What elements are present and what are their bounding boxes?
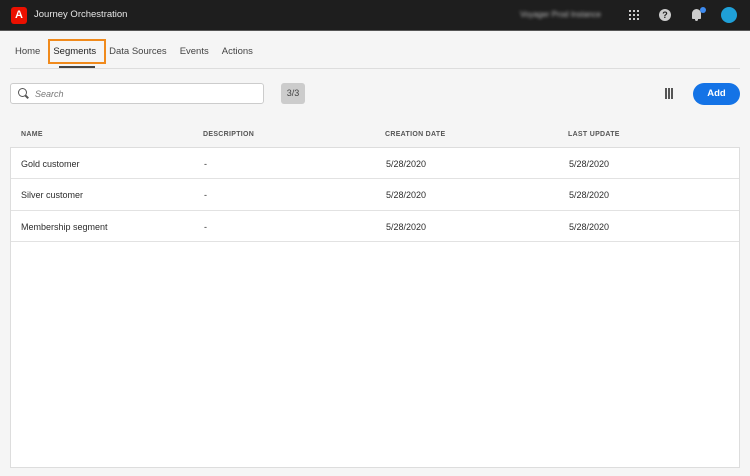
cell-last-update: 5/28/2020	[569, 190, 610, 200]
help-icon[interactable]: ?	[659, 9, 671, 21]
cell-description: -	[204, 159, 207, 169]
table-row[interactable]: Membership segment - 5/28/2020 5/28/2020	[11, 211, 739, 242]
cell-creation-date: 5/28/2020	[386, 190, 427, 200]
apps-grid-icon[interactable]	[629, 10, 639, 20]
notification-dot	[700, 7, 706, 13]
cell-name: Gold customer	[21, 159, 80, 169]
table-row[interactable]: Silver customer - 5/28/2020 5/28/2020	[11, 179, 739, 211]
top-bar: A Journey Orchestration Voyager Prod Ins…	[0, 0, 750, 31]
tab-data-sources[interactable]: Data Sources	[109, 46, 167, 57]
divider	[10, 68, 740, 69]
tab-home[interactable]: Home	[15, 46, 41, 57]
add-button[interactable]: Add	[693, 83, 740, 105]
header-name[interactable]: NAME	[21, 131, 43, 138]
cell-name: Silver customer	[21, 190, 84, 200]
bell-icon[interactable]	[692, 9, 701, 21]
tab-segments[interactable]: Segments	[53, 46, 97, 57]
instance-name[interactable]: Voyager Prod Instance	[520, 10, 601, 19]
nav-tabs: Home Segments Data Sources Events Action…	[15, 46, 253, 57]
header-last-update[interactable]: LAST UPDATE	[568, 131, 620, 138]
avatar[interactable]	[721, 7, 737, 23]
app-title: Journey Orchestration	[34, 9, 128, 20]
cell-last-update: 5/28/2020	[569, 159, 610, 169]
cell-name: Membership segment	[21, 222, 108, 232]
active-tab-underline	[59, 66, 95, 68]
count-badge: 3/3	[281, 83, 305, 104]
adobe-logo: A	[11, 7, 27, 24]
search-input[interactable]: Search	[10, 83, 264, 104]
search-placeholder: Search	[35, 89, 64, 99]
cell-creation-date: 5/28/2020	[386, 222, 427, 232]
segments-table: Gold customer - 5/28/2020 5/28/2020 Silv…	[10, 147, 740, 468]
table-row[interactable]: Gold customer - 5/28/2020 5/28/2020	[11, 148, 739, 179]
header-creation-date[interactable]: CREATION DATE	[385, 131, 446, 138]
header-description[interactable]: DESCRIPTION	[203, 131, 255, 138]
cell-creation-date: 5/28/2020	[386, 159, 427, 169]
cell-description: -	[204, 222, 207, 232]
search-icon	[18, 88, 27, 97]
column-settings-icon[interactable]	[665, 88, 675, 99]
cell-last-update: 5/28/2020	[569, 222, 610, 232]
tab-actions[interactable]: Actions	[221, 46, 253, 57]
cell-description: -	[204, 190, 207, 200]
tab-events[interactable]: Events	[179, 46, 209, 57]
highlight-box	[48, 39, 106, 64]
